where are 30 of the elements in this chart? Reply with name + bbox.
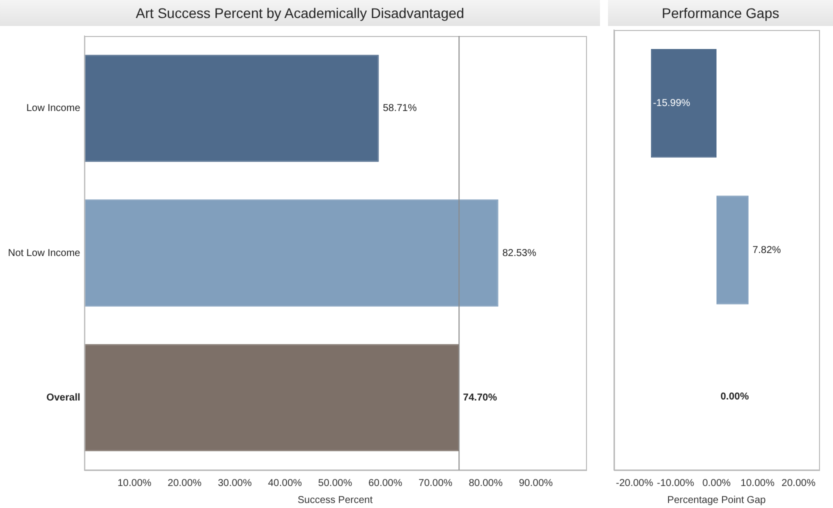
x-tick-label: 10.00% [117, 478, 152, 489]
y-tick-label: Not Low Income [8, 248, 81, 259]
bar [84, 199, 498, 307]
chart-title: Performance Gaps [608, 0, 833, 26]
chart-title: Art Success Percent by Academically Disadvantaged [0, 0, 600, 26]
data-label: -15.99% [652, 98, 690, 110]
x-tick-label: 90.00% [518, 478, 553, 489]
data-label: 7.82% [752, 244, 782, 256]
data-label: 82.53% [502, 248, 536, 259]
x-tick-label: -20.00% [616, 478, 654, 489]
data-label: 0.00% [720, 391, 749, 402]
x-axis-title: Percentage Point Gap [667, 494, 766, 506]
y-tick-label: Low Income [26, 103, 81, 114]
x-tick-label: 50.00% [318, 478, 352, 489]
x-tick-label: 20.00% [782, 478, 816, 489]
x-tick-label: 20.00% [168, 478, 202, 489]
x-tick-label: 40.00% [268, 478, 302, 489]
x-tick-label: -10.00% [656, 478, 694, 489]
x-tick-label: 30.00% [218, 478, 252, 489]
data-label: 58.71% [382, 103, 417, 114]
bar [84, 344, 460, 452]
data-label: 74.70% [463, 392, 498, 404]
x-tick-label: 0.00% [702, 478, 731, 489]
y-tick-label: Overall [46, 392, 80, 404]
x-tick-label: 10.00% [740, 478, 775, 489]
x-axis-title: Success Percent [298, 494, 373, 506]
x-tick-label: 60.00% [368, 478, 402, 489]
x-tick-label: 80.00% [468, 478, 503, 489]
x-tick-label: 70.00% [418, 478, 453, 489]
bar [84, 54, 379, 162]
